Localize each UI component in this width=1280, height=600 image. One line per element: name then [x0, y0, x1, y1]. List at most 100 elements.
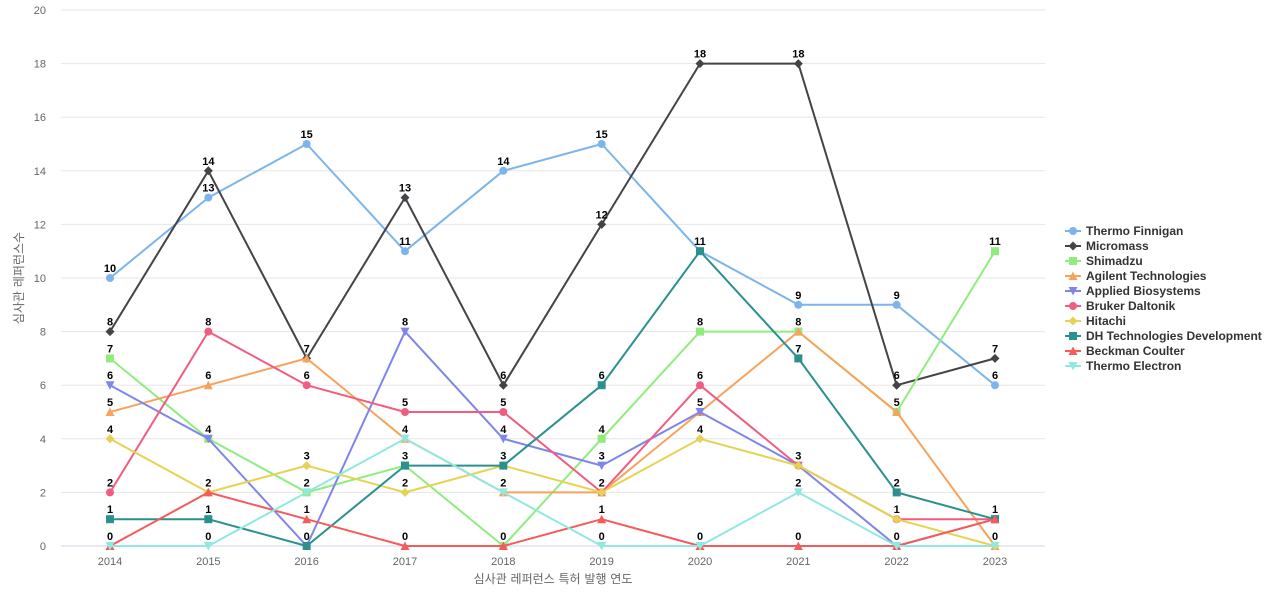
- data-point: [597, 219, 607, 229]
- y-tick-label: 16: [34, 112, 46, 124]
- data-label: 6: [599, 370, 605, 382]
- series-micromass[interactable]: [105, 59, 1000, 390]
- y-axis-ticks: 0 2 4 6 8 10 12 14 16 18 20: [34, 5, 46, 553]
- x-axis-title: 심사관 레퍼런스 특허 발행 연도: [474, 571, 633, 586]
- data-point: [204, 515, 213, 524]
- data-label: 9: [795, 290, 801, 302]
- x-tick-label: 2020: [688, 556, 712, 568]
- series-beckman-coulter[interactable]: [105, 487, 1000, 550]
- legend-item[interactable]: DH Technologies Development: [1065, 329, 1262, 343]
- data-point: [105, 381, 115, 390]
- data-label: 3: [500, 451, 506, 463]
- legend-item[interactable]: Agilent Technologies: [1065, 269, 1207, 283]
- data-point: [597, 381, 606, 390]
- data-label: 5: [402, 397, 408, 409]
- data-point: [498, 380, 508, 390]
- data-point: [793, 59, 803, 69]
- data-point: [499, 166, 508, 175]
- data-label: 6: [107, 370, 113, 382]
- data-point: [302, 461, 312, 471]
- series-line: [110, 437, 995, 547]
- x-tick-label: 2018: [491, 556, 515, 568]
- data-label: 5: [500, 397, 506, 409]
- data-label: 18: [792, 49, 804, 61]
- legend-item[interactable]: Thermo Electron: [1065, 359, 1181, 373]
- data-point: [302, 353, 312, 363]
- legend-item[interactable]: Thermo Finnigan: [1065, 224, 1183, 238]
- data-label: 8: [205, 317, 211, 329]
- data-label: 0: [205, 531, 211, 543]
- data-label: 2: [304, 477, 310, 489]
- grid-lines: [61, 9, 1045, 547]
- data-label: 6: [205, 370, 211, 382]
- legend-item[interactable]: Hitachi: [1065, 314, 1126, 328]
- series-thermo-electron[interactable]: [105, 434, 1000, 551]
- y-tick-label: 4: [40, 434, 46, 446]
- series-dh-technologies-development[interactable]: [106, 247, 999, 550]
- legend-label: Applied Biosystems: [1086, 284, 1201, 298]
- data-point: [105, 407, 115, 416]
- data-point: [597, 514, 607, 524]
- legend-marker: [1068, 346, 1078, 355]
- legend-item[interactable]: Beckman Coulter: [1065, 344, 1185, 358]
- data-label: 11: [399, 236, 411, 248]
- data-label: 4: [205, 424, 212, 436]
- data-label: 7: [107, 343, 113, 355]
- y-tick-label: 2: [40, 487, 46, 499]
- legend-label: Bruker Daltonik: [1086, 299, 1176, 313]
- data-point: [302, 542, 311, 550]
- data-label: 15: [596, 129, 608, 141]
- data-point: [401, 247, 409, 256]
- data-point: [794, 354, 803, 363]
- data-label: 2: [205, 477, 211, 489]
- series-thermo-finnigan[interactable]: [106, 140, 999, 390]
- data-point: [204, 193, 213, 202]
- legend-marker: [1068, 362, 1078, 371]
- data-point: [793, 541, 803, 550]
- legend-label: Shimadzu: [1086, 254, 1143, 268]
- legend-item[interactable]: Applied Biosystems: [1065, 284, 1201, 298]
- data-label: 18: [694, 49, 706, 61]
- legend-label: Agilent Technologies: [1086, 269, 1207, 283]
- data-point: [105, 434, 115, 444]
- data-label: 1: [894, 504, 900, 516]
- data-point: [793, 488, 803, 497]
- data-label: 11: [989, 236, 1001, 248]
- legend-item[interactable]: Shimadzu: [1065, 254, 1143, 268]
- data-point: [203, 166, 213, 176]
- data-point: [400, 193, 410, 203]
- legend-item[interactable]: Bruker Daltonik: [1065, 299, 1176, 313]
- series-group: [105, 59, 1000, 551]
- data-point: [302, 488, 312, 497]
- data-label: 4: [599, 424, 606, 436]
- legend-item[interactable]: Micromass: [1065, 239, 1149, 253]
- data-point: [696, 381, 704, 390]
- legend-label: Micromass: [1086, 239, 1149, 253]
- legend-marker: [1068, 316, 1078, 326]
- data-point: [892, 488, 901, 497]
- data-label: 1: [992, 504, 998, 516]
- data-label: 2: [894, 477, 900, 489]
- data-point: [695, 408, 705, 417]
- data-point: [106, 354, 114, 363]
- legend[interactable]: Thermo FinniganMicromassShimadzuAgilent …: [1065, 224, 1262, 373]
- data-label: 0: [402, 531, 408, 543]
- data-label: 0: [894, 531, 900, 543]
- y-tick-label: 6: [40, 380, 46, 392]
- series-line: [109, 330, 996, 547]
- data-label: 7: [795, 343, 801, 355]
- legend-marker: [1069, 257, 1077, 265]
- data-point: [892, 300, 901, 309]
- data-label: 11: [694, 236, 706, 248]
- data-point: [597, 461, 607, 471]
- data-point: [695, 434, 705, 444]
- series-line: [110, 250, 996, 547]
- data-label: 10: [104, 263, 116, 275]
- data-label: 5: [107, 397, 113, 409]
- data-label: 14: [202, 156, 215, 168]
- x-tick-label: 2014: [98, 556, 122, 568]
- legend-label: Hitachi: [1086, 314, 1126, 328]
- data-label: 8: [795, 317, 801, 329]
- series-line: [109, 437, 996, 547]
- series-shimadzu[interactable]: [106, 247, 999, 550]
